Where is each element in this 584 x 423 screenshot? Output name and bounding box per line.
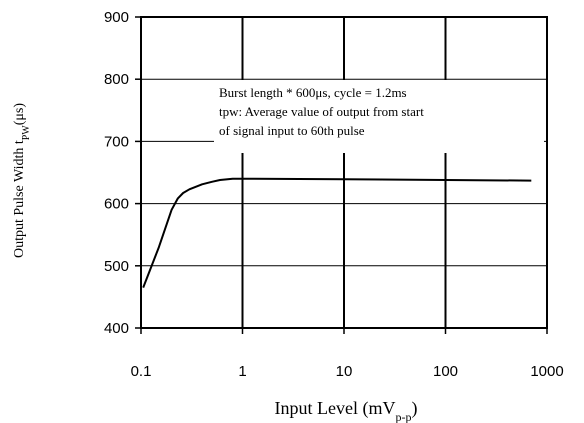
x-tick-label: 1 (238, 363, 246, 380)
y-tick-label: 800 (104, 71, 129, 88)
grid-layer (141, 17, 547, 328)
annotation-line: Burst length * 600μs, cycle = 1.2ms (219, 85, 407, 100)
x-tick-label: 10 (336, 363, 353, 380)
annotation-box: Burst length * 600μs, cycle = 1.2ms tpw: … (214, 80, 544, 153)
y-tick-label: 400 (104, 320, 129, 337)
y-tick-label: 700 (104, 133, 129, 150)
y-axis-label: Output Pulse Width tPW(μs) (12, 103, 32, 258)
series-layer (142, 177, 532, 288)
annotation-line: tpw: Average value of output from start (219, 104, 424, 119)
annotation-line: of signal input to 60th pulse (219, 123, 365, 138)
annotation-background (214, 80, 544, 153)
y-tick-label: 900 (104, 9, 129, 26)
x-axis-label: Input Level (mVp-p) (275, 398, 418, 423)
x-tick-label: 1000 (530, 363, 563, 380)
y-tick-label: 500 (104, 258, 129, 275)
ticks-layer: 400 500 600 700 800 900 0.1 1 10 100 1000 (104, 9, 564, 380)
y-tick-label: 600 (104, 196, 129, 213)
x-tick-label: 0.1 (131, 363, 152, 380)
series-line (142, 177, 532, 288)
x-tick-label: 100 (433, 363, 458, 380)
